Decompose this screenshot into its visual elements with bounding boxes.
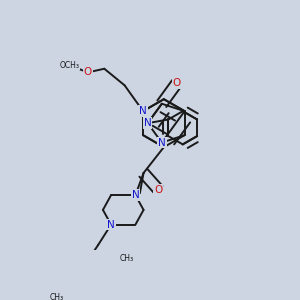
Text: CH₃: CH₃ bbox=[120, 254, 134, 263]
Text: N: N bbox=[158, 138, 166, 148]
Text: N: N bbox=[144, 118, 152, 128]
Text: OCH₃: OCH₃ bbox=[59, 61, 79, 70]
Text: N: N bbox=[107, 220, 115, 230]
Text: O: O bbox=[154, 184, 162, 195]
Text: CH₃: CH₃ bbox=[50, 293, 64, 300]
Text: N: N bbox=[131, 190, 139, 200]
Text: O: O bbox=[84, 68, 92, 77]
Text: O: O bbox=[172, 79, 181, 88]
Text: N: N bbox=[139, 106, 147, 116]
